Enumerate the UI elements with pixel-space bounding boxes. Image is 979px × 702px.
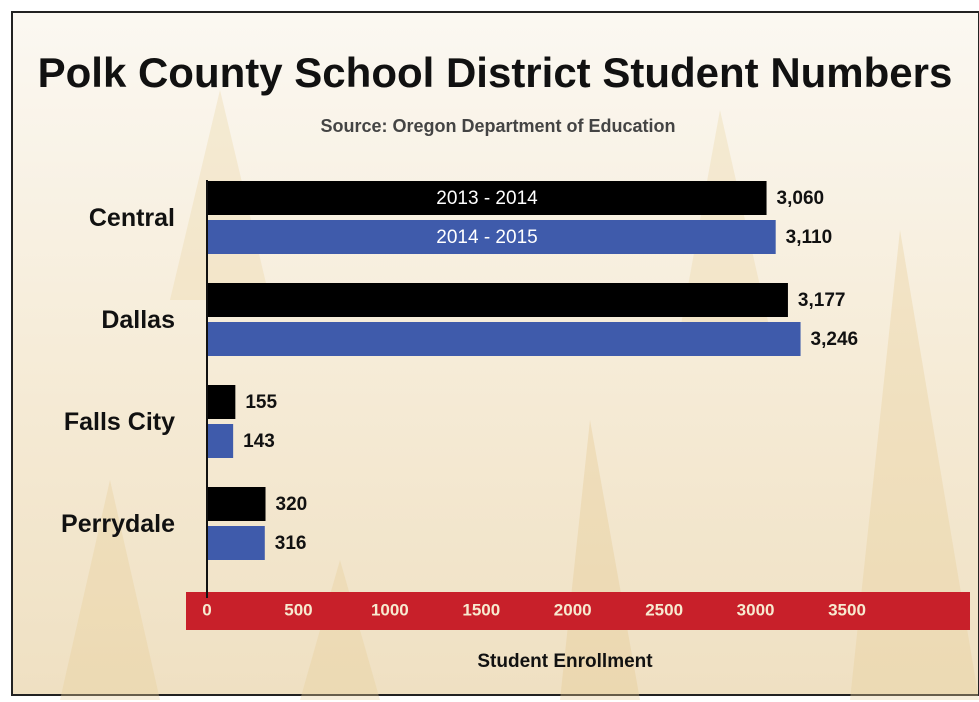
value-label: 143 <box>243 431 275 452</box>
x-tick-label: 2000 <box>554 600 592 619</box>
chart-title: Polk County School District Student Numb… <box>38 49 953 96</box>
x-tick-label: 1000 <box>371 600 409 619</box>
y-tick-label: Perrydale <box>61 510 175 538</box>
legend-label: 2014 - 2015 <box>436 227 537 248</box>
y-tick-label: Central <box>89 204 175 232</box>
x-tick-label: 3500 <box>828 600 866 619</box>
chart: Polk County School District Student Numb… <box>0 0 979 702</box>
x-tick-label: 3000 <box>737 600 775 619</box>
value-label: 3,246 <box>811 329 859 350</box>
value-label: 155 <box>245 392 277 413</box>
bar <box>207 424 233 458</box>
chart-subtitle: Source: Oregon Department of Education <box>320 116 675 136</box>
legend-label: 2013 - 2014 <box>436 188 538 209</box>
bar <box>207 385 235 419</box>
bar <box>207 526 265 560</box>
bar <box>207 487 266 521</box>
x-axis-title: Student Enrollment <box>477 651 653 672</box>
bar <box>207 283 788 317</box>
value-label: 316 <box>275 533 307 554</box>
x-tick-label: 2500 <box>645 600 683 619</box>
x-tick-label: 0 <box>202 600 211 619</box>
value-label: 3,110 <box>786 227 833 248</box>
value-label: 3,060 <box>777 188 825 209</box>
value-label: 320 <box>276 494 308 515</box>
y-tick-label: Dallas <box>101 306 175 334</box>
value-label: 3,177 <box>798 290 846 311</box>
bar <box>207 322 801 356</box>
y-tick-label: Falls City <box>64 408 175 436</box>
x-tick-label: 500 <box>284 600 312 619</box>
x-tick-label: 1500 <box>462 600 500 619</box>
